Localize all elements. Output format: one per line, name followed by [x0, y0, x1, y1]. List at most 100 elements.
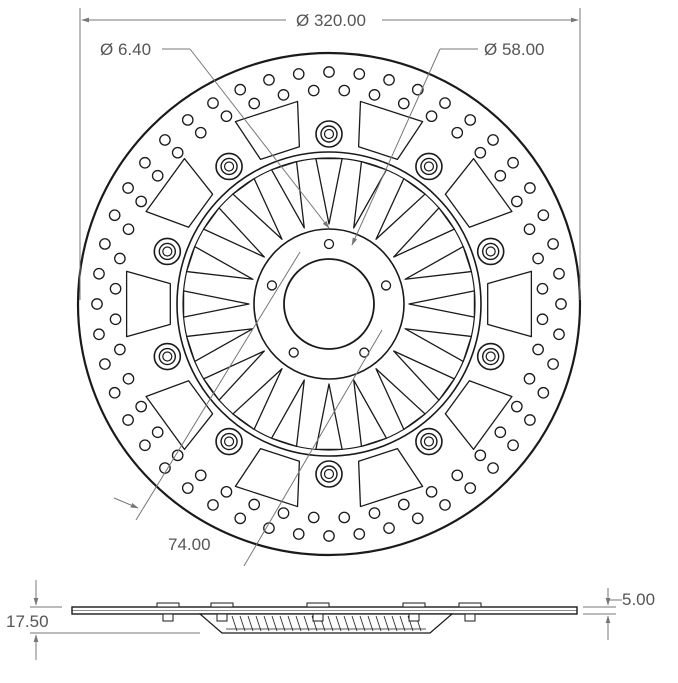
center-bore — [283, 258, 375, 350]
drill-hole — [510, 195, 523, 208]
drill-hole — [474, 146, 487, 159]
drill-hole — [368, 89, 381, 101]
drill-hole — [151, 426, 164, 439]
drill-hole — [93, 328, 105, 341]
carrier-spokes — [182, 157, 476, 451]
bolt-circle-label: 74.00 — [168, 535, 211, 554]
disc-top-view — [76, 51, 582, 557]
rib — [359, 615, 366, 632]
spoke — [393, 207, 456, 258]
drill-hole — [368, 507, 381, 519]
drill-hole — [248, 97, 261, 110]
rib — [239, 615, 246, 632]
drill-hole — [277, 507, 290, 519]
carrier-profile — [198, 613, 454, 634]
vent-window — [444, 157, 513, 228]
drill-hole — [547, 238, 559, 250]
spoke — [404, 328, 472, 363]
dimension-total-height: 17.50 — [6, 580, 200, 660]
drill-hole — [171, 449, 184, 462]
outer-hole-ring — [91, 66, 567, 542]
drill-hole — [207, 97, 219, 109]
rib — [247, 615, 254, 632]
carrier-outer-ring — [176, 151, 482, 457]
rivet — [215, 427, 243, 456]
drill-hole — [323, 66, 335, 78]
drill-hole — [263, 522, 275, 534]
total-height-label: 17.50 — [6, 612, 49, 631]
drill-hole — [139, 156, 151, 169]
drill-hole — [234, 83, 247, 96]
rivet-top — [402, 602, 426, 608]
drill-hole — [99, 238, 111, 250]
drill-hole — [464, 114, 477, 126]
drill-hole — [532, 252, 544, 265]
drill-hole — [207, 499, 219, 511]
floating-rivets — [153, 120, 505, 488]
vent-window — [234, 100, 301, 161]
drill-hole — [353, 68, 366, 80]
dimension-center-bore: Ø 58.00 — [351, 40, 545, 246]
rib — [279, 615, 286, 632]
drill-hole — [263, 74, 275, 86]
rivet-top — [306, 602, 330, 608]
dimension-hole-diameter: Ø 6.40 — [100, 40, 330, 229]
drill-hole — [99, 358, 111, 370]
drill-hole — [536, 313, 549, 326]
drill-hole — [135, 195, 148, 208]
rib — [399, 615, 406, 632]
center-bore-label: Ø 58.00 — [484, 40, 545, 59]
drill-hole — [171, 146, 184, 159]
mounting-holes — [266, 238, 392, 358]
drill-hole — [194, 469, 207, 482]
spoke — [270, 379, 305, 447]
drill-hole — [353, 528, 366, 540]
drill-hole — [108, 386, 121, 399]
drill-hole — [220, 110, 233, 123]
spoke — [186, 328, 254, 363]
drill-hole — [277, 89, 290, 101]
drill-hole — [383, 522, 395, 534]
spoke — [353, 161, 388, 229]
drill-hole — [464, 482, 477, 494]
vent-windows — [125, 100, 533, 508]
vent-window — [145, 380, 214, 451]
drill-hole — [194, 126, 207, 139]
rib — [255, 615, 262, 632]
rib — [231, 615, 238, 632]
outer-diameter-label: Ø 320.00 — [296, 11, 366, 30]
rivet — [476, 342, 505, 371]
dimension-outer-diameter: Ø 320.00 — [79, 8, 581, 300]
drill-hole — [487, 134, 499, 146]
drill-hole — [91, 298, 103, 310]
mounting-hole — [266, 280, 278, 291]
spoke — [202, 207, 265, 258]
drill-hole — [181, 482, 194, 494]
spoke — [315, 157, 343, 225]
rivet-bottom — [312, 613, 324, 622]
inner-hole-ring — [109, 84, 549, 524]
drill-hole — [114, 252, 126, 265]
mounting-hole — [288, 347, 299, 358]
drill-hole — [181, 114, 194, 126]
drill-hole — [323, 530, 335, 542]
drill-hole — [397, 97, 410, 110]
drill-hole — [494, 169, 507, 182]
drill-hole — [523, 372, 536, 385]
rivet-bottom — [408, 613, 420, 622]
drill-hole — [553, 267, 565, 280]
vent-window — [487, 270, 533, 338]
spoke — [375, 368, 426, 431]
side-rivets — [156, 602, 482, 622]
drill-hole — [292, 528, 305, 540]
rivet — [415, 427, 443, 456]
drill-hole — [338, 84, 351, 97]
drill-hole — [135, 400, 148, 413]
dimension-bolt-circle: 74.00 — [113, 251, 383, 567]
rib — [287, 615, 294, 632]
drill-hole — [220, 485, 233, 498]
spoke — [315, 383, 343, 451]
spoke — [186, 245, 254, 280]
spoke — [408, 290, 476, 318]
